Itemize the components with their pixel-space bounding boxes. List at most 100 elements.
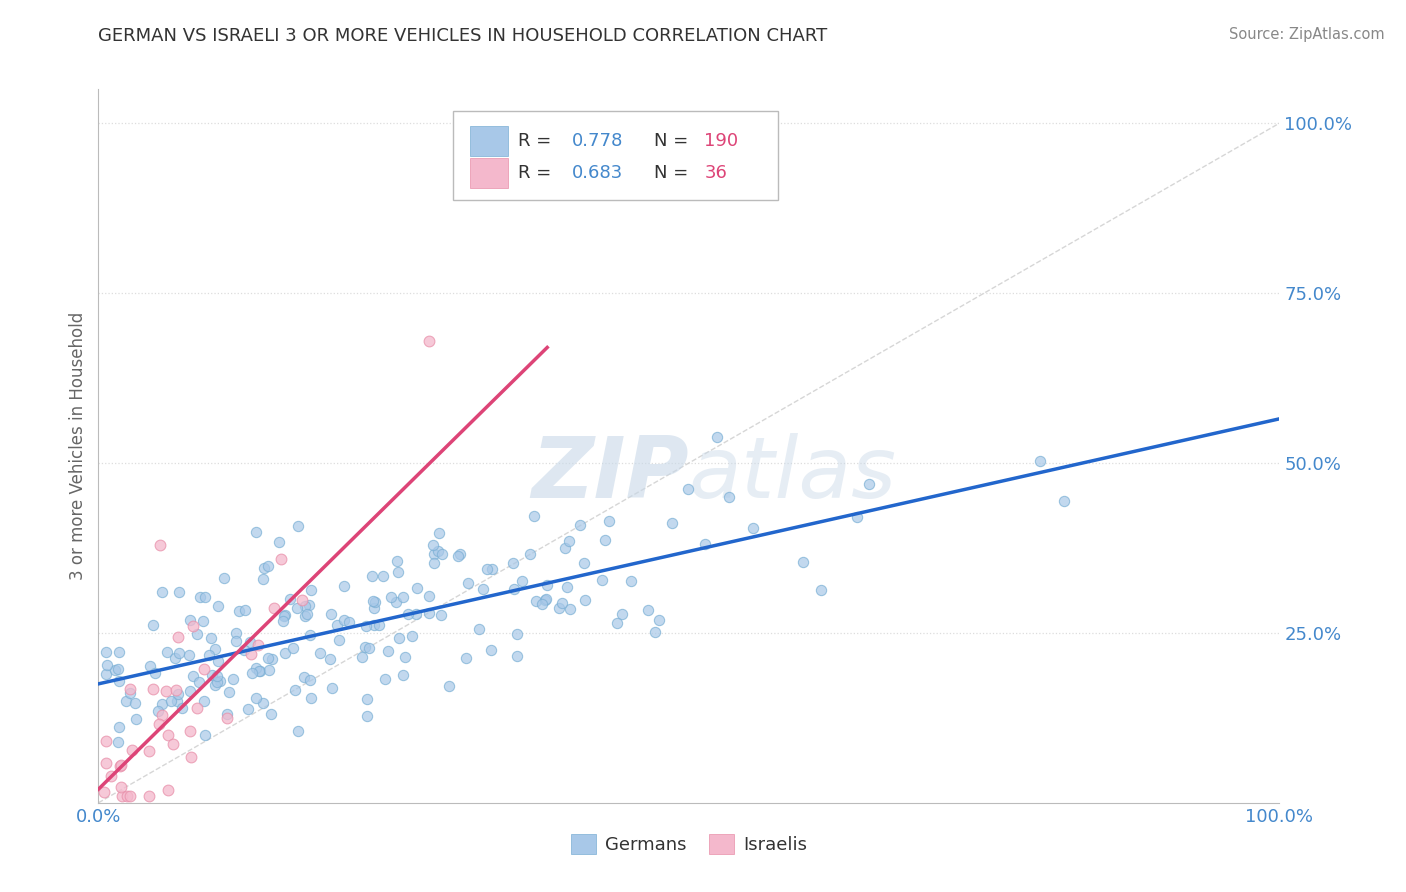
Point (606, 615, 628, 630)
Point (333, 579, 356, 593)
Point (240, 665, 263, 680)
Point (207, 669, 229, 683)
Point (612, 607, 634, 621)
Point (457, 575, 479, 590)
Point (533, 592, 555, 607)
Point (225, 626, 247, 640)
Point (273, 608, 295, 623)
Point (430, 547, 453, 561)
Point (236, 702, 259, 716)
Point (269, 534, 291, 549)
Point (172, 701, 194, 715)
Point (299, 628, 322, 642)
Point (252, 697, 274, 711)
Point (96, 658, 118, 673)
Point (274, 646, 297, 660)
Point (321, 681, 343, 695)
Point (169, 585, 191, 599)
Point (167, 630, 190, 644)
Point (180, 750, 202, 764)
Point (423, 556, 446, 570)
Point (1029, 454, 1052, 468)
Point (299, 673, 322, 688)
Point (157, 782, 180, 797)
Point (353, 640, 375, 655)
Point (204, 641, 226, 656)
Point (523, 509, 546, 524)
Point (257, 651, 280, 665)
Point (363, 617, 385, 632)
Point (146, 704, 169, 718)
Point (107, 734, 129, 748)
Point (593, 533, 616, 548)
Point (644, 625, 666, 640)
Point (394, 650, 416, 665)
Point (245, 691, 267, 706)
Point (100, 769, 122, 783)
Point (249, 664, 271, 678)
Point (388, 631, 411, 645)
Point (422, 547, 444, 561)
Point (506, 648, 529, 663)
Point (741, 521, 763, 535)
Point (149, 538, 172, 552)
Point (239, 647, 262, 661)
Point (150, 708, 173, 723)
Point (356, 708, 378, 723)
Point (246, 638, 269, 652)
Point (179, 684, 201, 698)
Point (536, 578, 558, 592)
Point (718, 490, 741, 504)
Point (110, 789, 132, 803)
Point (183, 618, 205, 632)
Point (574, 593, 596, 607)
Text: Source: ZipAtlas.com: Source: ZipAtlas.com (1229, 27, 1385, 42)
Point (430, 608, 453, 623)
Point (299, 691, 322, 706)
Point (93, 785, 115, 799)
Point (239, 635, 262, 649)
Point (167, 687, 190, 701)
Point (299, 582, 322, 597)
Point (380, 590, 402, 604)
Point (198, 648, 221, 663)
Text: 190: 190 (704, 132, 738, 150)
Point (191, 614, 214, 628)
Point (179, 723, 201, 738)
Point (148, 717, 170, 731)
Point (551, 596, 574, 610)
Point (274, 607, 297, 622)
Point (591, 574, 613, 588)
Point (284, 682, 307, 697)
Point (139, 658, 162, 673)
Text: 0.683: 0.683 (572, 164, 623, 182)
Point (94, 756, 117, 770)
Point (858, 476, 880, 491)
Point (165, 683, 187, 698)
Point (166, 693, 188, 707)
Point (162, 737, 184, 751)
Point (186, 626, 208, 640)
Point (156, 645, 179, 659)
Point (503, 582, 526, 597)
Point (228, 604, 250, 618)
Text: atlas: atlas (689, 433, 897, 516)
Point (356, 619, 378, 633)
Point (391, 668, 413, 682)
Text: ZIP: ZIP (531, 433, 689, 516)
Point (233, 643, 256, 657)
Point (418, 334, 440, 348)
Point (810, 583, 832, 598)
Point (447, 549, 470, 563)
Point (361, 569, 384, 583)
Point (138, 789, 160, 803)
Point (558, 534, 581, 549)
Point (186, 701, 208, 715)
Point (108, 673, 131, 688)
Point (706, 429, 728, 443)
Point (534, 592, 557, 607)
Point (143, 665, 166, 680)
Point (118, 789, 141, 803)
Point (292, 670, 315, 684)
Point (217, 711, 239, 725)
